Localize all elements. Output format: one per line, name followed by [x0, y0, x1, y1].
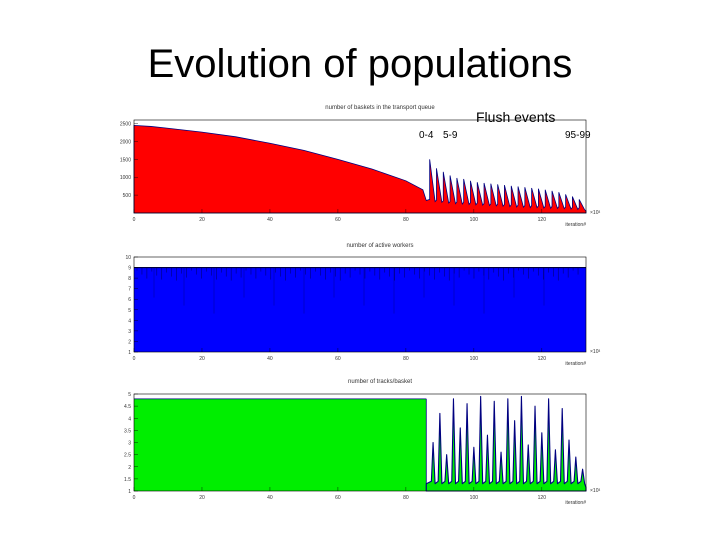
- plot-frame-1: [133, 256, 587, 353]
- y-tick-label-0: 2500: [120, 122, 131, 128]
- x-tick-label-0: 20: [199, 217, 205, 223]
- x-tick-label-1: 120: [538, 356, 547, 362]
- slide-title: Evolution of populations: [147, 42, 573, 86]
- y-tick-label-1: 4: [128, 318, 131, 324]
- x-tick-label-2: 80: [403, 495, 409, 501]
- chart-title-2: number of tracks/basket: [348, 379, 412, 385]
- x-axis-label-2: iteration#: [565, 500, 586, 506]
- plot-frame-0: [133, 119, 587, 214]
- x-axis-label-0: iteration#: [565, 222, 586, 228]
- chart-title-1: number of active workers: [346, 243, 413, 249]
- x-tick-label-1: 40: [267, 356, 273, 362]
- y-tick-label-0: 1500: [120, 157, 131, 163]
- baskets-area: [133, 124, 587, 214]
- y-tick-label-1: 2: [128, 339, 131, 345]
- y-tick-label-1: 5: [128, 308, 131, 314]
- x-tick-label-1: 0: [133, 356, 136, 362]
- x-exponent-2: ×10³: [590, 488, 600, 494]
- chart-title-0: number of baskets in the transport queue: [325, 105, 435, 111]
- x-tick-label-0: 120: [538, 217, 547, 223]
- annotation-group-0-4: 0-4: [419, 130, 434, 141]
- x-tick-label-1: 60: [335, 356, 341, 362]
- x-axis-label-1: iteration#: [565, 361, 586, 367]
- x-tick-label-2: 40: [267, 495, 273, 501]
- y-tick-label-2: 4: [128, 416, 131, 422]
- y-tick-label-2: 4.5: [124, 404, 131, 410]
- x-exponent-0: ×10³: [590, 210, 600, 216]
- y-tick-label-1: 1: [128, 350, 131, 356]
- y-tick-label-2: 2: [128, 465, 131, 471]
- tracks-per-basket-chart: number of tracks/basket 1 1.5 2 2.5 3 3.5 4 4.5 5…: [124, 379, 600, 506]
- x-tick-label-1: 100: [470, 356, 479, 362]
- x-tick-label-1: 80: [403, 356, 409, 362]
- y-tick-label-2: 1: [128, 489, 131, 495]
- y-tick-label-0: 1000: [120, 175, 131, 181]
- y-tick-label-2: 2.5: [124, 453, 131, 459]
- y-tick-label-1: 3: [128, 329, 131, 335]
- x-tick-label-2: 60: [335, 495, 341, 501]
- y-tick-label-1: 8: [128, 276, 131, 282]
- y-tick-label-2: 3: [128, 441, 131, 447]
- y-tick-label-1: 6: [128, 297, 131, 303]
- y-tick-label-1: 7: [128, 287, 131, 293]
- x-tick-label-0: 60: [335, 217, 341, 223]
- tracks-area-flush: [425, 395, 587, 492]
- y-tick-label-0: 2000: [120, 139, 131, 145]
- y-tick-label-1: 9: [128, 266, 131, 272]
- annotation-group-95-99: 95-99: [565, 130, 591, 141]
- y-tick-label-2: 1.5: [124, 477, 131, 483]
- x-tick-label-1: 20: [199, 356, 205, 362]
- y-tick-label-0: 500: [123, 193, 132, 199]
- workers-area: [134, 267, 586, 352]
- x-tick-label-0: 80: [403, 217, 409, 223]
- annotation-group-5-9: 5-9: [443, 130, 458, 141]
- x-tick-label-2: 100: [470, 495, 479, 501]
- y-tick-label-2: 3.5: [124, 428, 131, 434]
- x-tick-label-0: 100: [470, 217, 479, 223]
- x-exponent-1: ×10³: [590, 349, 600, 355]
- x-tick-label-0: 0: [133, 217, 136, 223]
- x-tick-label-0: 40: [267, 217, 273, 223]
- flush-events-label: Flush events: [476, 109, 556, 125]
- x-tick-label-2: 120: [538, 495, 547, 501]
- tracks-area-plateau: [134, 398, 427, 491]
- x-tick-label-2: 20: [199, 495, 205, 501]
- y-tick-label-2: 5: [128, 392, 131, 398]
- x-tick-label-2: 0: [133, 495, 136, 501]
- baskets-queue-chart: number of baskets in the transport queue…: [120, 105, 601, 228]
- y-tick-label-1: 10: [125, 255, 131, 261]
